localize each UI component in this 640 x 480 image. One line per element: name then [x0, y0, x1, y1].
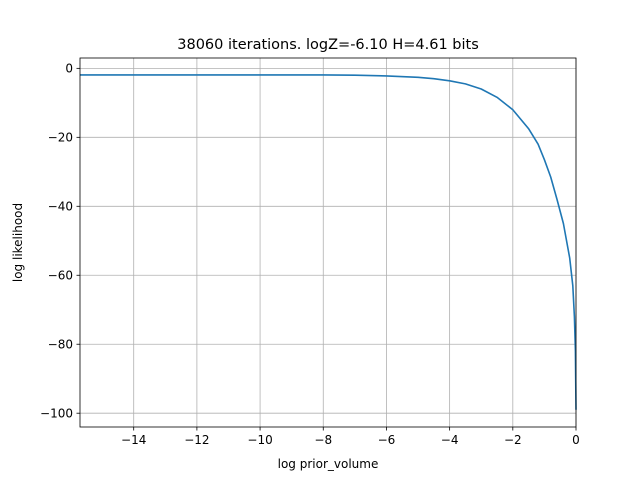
y-axis-label: log likelihood	[11, 203, 25, 282]
y-tick-label: −80	[48, 338, 73, 352]
x-tick-label: −4	[441, 433, 459, 447]
grid-lines	[80, 58, 577, 427]
y-tick-label: −20	[48, 131, 73, 145]
x-tick-label: −12	[184, 433, 209, 447]
chart-title: 38060 iterations. logZ=-6.10 H=4.61 bits	[177, 37, 479, 53]
y-tick-label: −40	[48, 200, 73, 214]
y-tick-label: −60	[48, 269, 73, 283]
axes-frame	[79, 57, 577, 428]
x-tick-label: −10	[247, 433, 272, 447]
x-axis-label: log prior_volume	[278, 457, 379, 471]
axis-ticks: −14 −12 −10 −8 −6 −4 −2 00−20−40−60−80−100	[40, 62, 580, 447]
series-line	[80, 74, 577, 410]
x-tick-label: 0	[572, 433, 580, 447]
x-tick-label: −6	[378, 433, 396, 447]
x-tick-label: −2	[504, 433, 522, 447]
y-tick-label: −100	[40, 407, 73, 421]
y-tick-label: 0	[65, 62, 73, 76]
x-tick-label: −8	[314, 433, 332, 447]
series-layer	[80, 74, 577, 410]
x-tick-label: −14	[121, 433, 146, 447]
